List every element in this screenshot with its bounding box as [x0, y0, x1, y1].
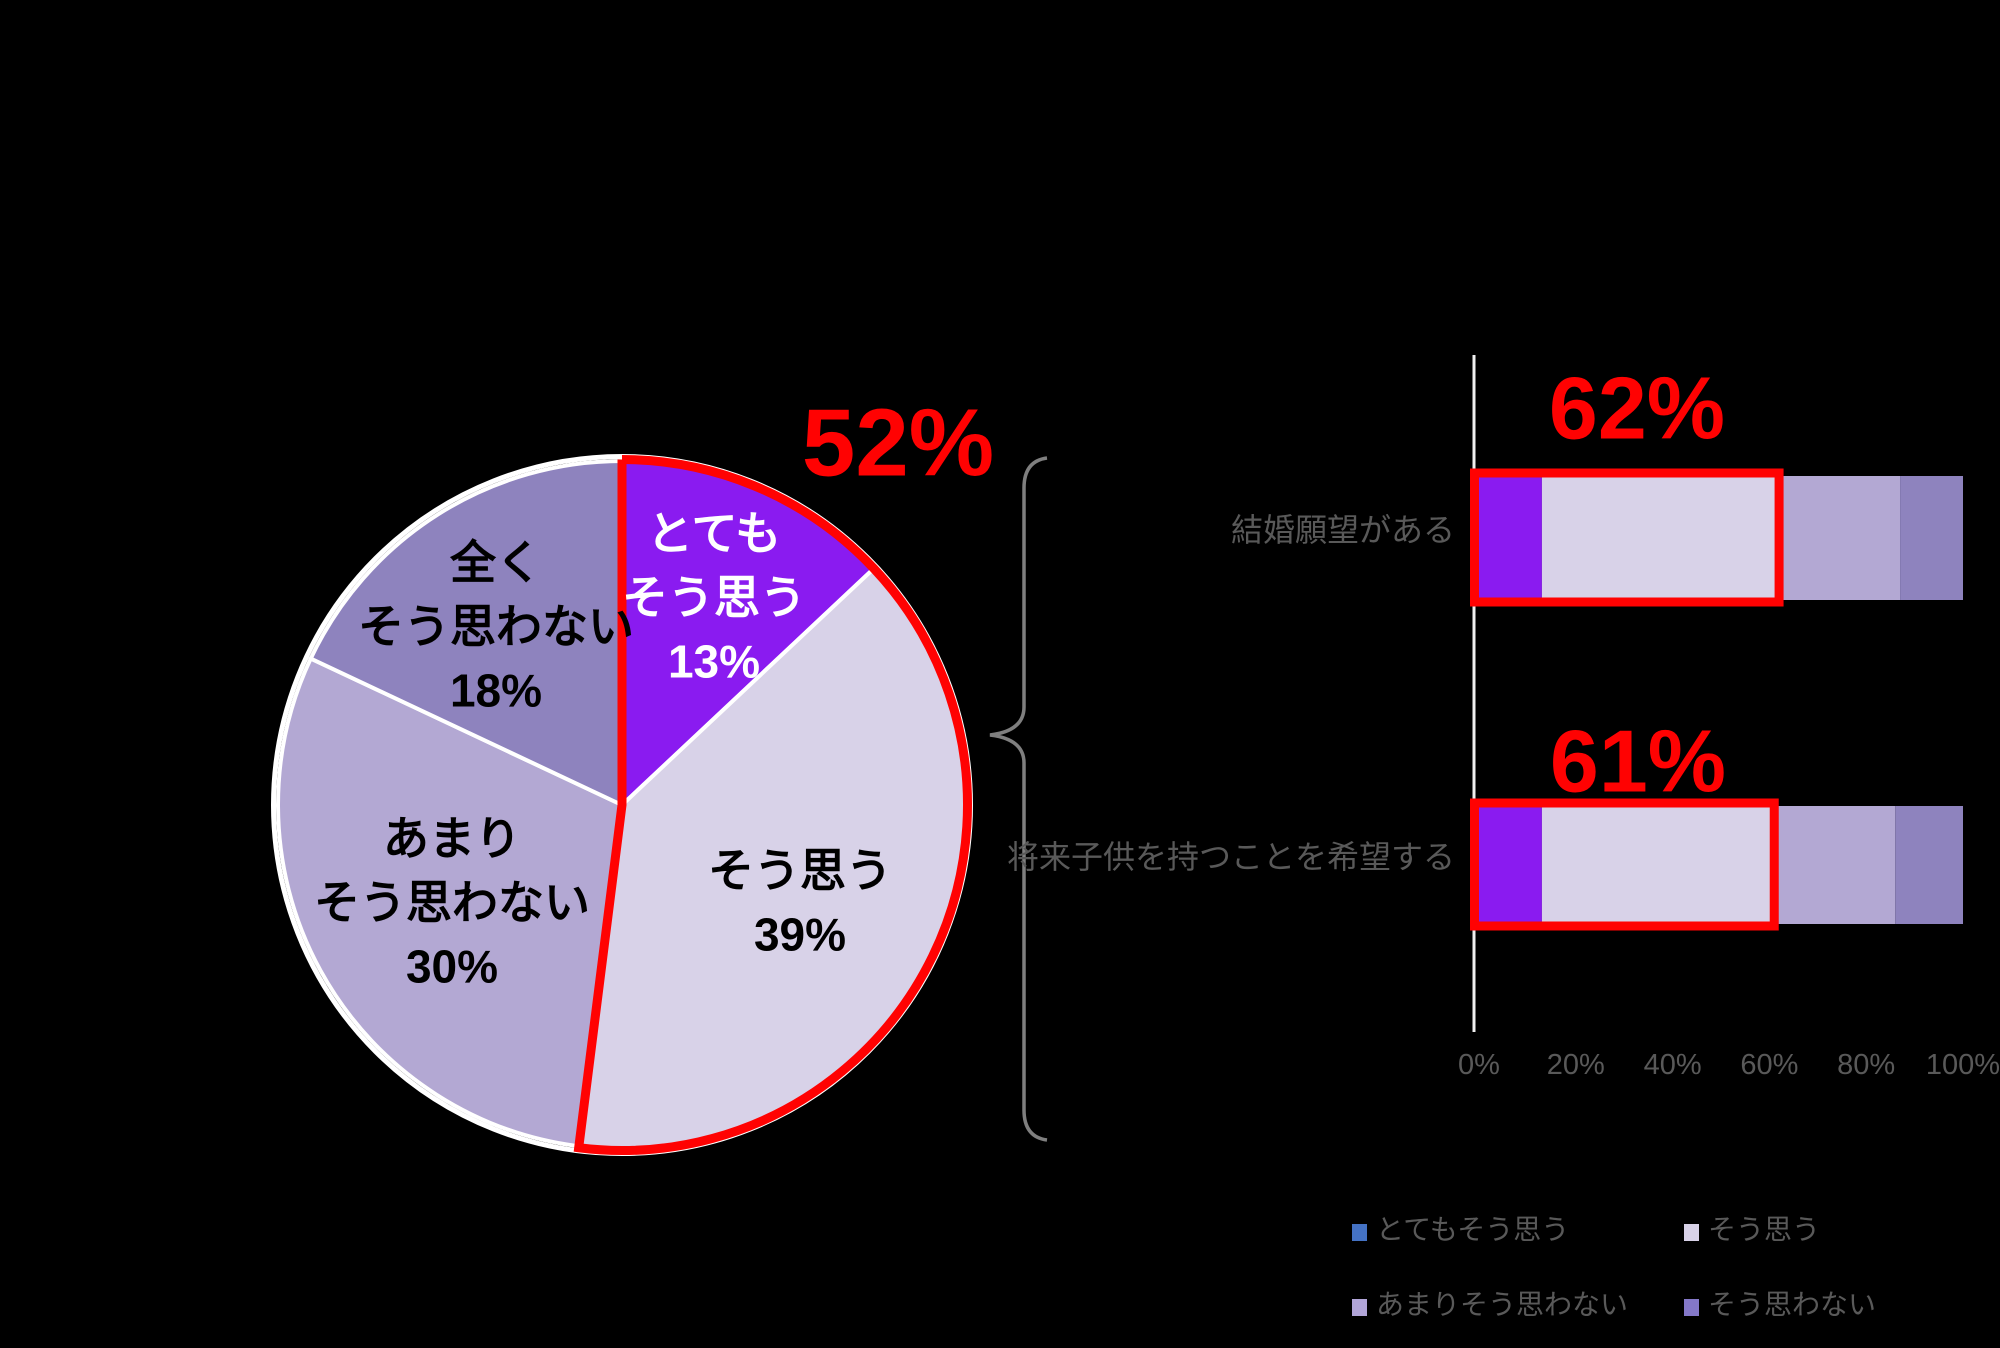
x-tick-label-5: 100%	[1926, 1049, 2000, 1081]
pie-slice-label-2: あまりそう思わない 30%	[314, 813, 590, 993]
pie-slice-label-line: 39%	[754, 909, 846, 961]
bar-category-label-1: 将来子供を持つことを希望する	[1007, 839, 1455, 875]
pie-slice-label-line: 30%	[406, 941, 498, 993]
x-tick-label-4: 80%	[1837, 1049, 1895, 1081]
legend-swatch-1	[1684, 1224, 1699, 1241]
bar-row-0: 62% 結婚願望がある	[1231, 359, 1963, 607]
pie-slice-label-line: あまり	[383, 813, 521, 865]
pie-slice-label-line: 全く	[449, 537, 542, 589]
pie-slice-3	[308, 459, 624, 807]
bar-segment-0-0	[1479, 476, 1542, 600]
legend-swatch-3	[1684, 1299, 1699, 1316]
legend-label-1: そう思う	[1708, 1214, 1820, 1245]
pie-slice-2	[276, 656, 624, 1149]
bar-segment-1-0	[1479, 806, 1542, 924]
pie-slice-label-line: 18%	[450, 665, 542, 717]
x-tick-label-3: 60%	[1740, 1049, 1798, 1081]
legend-item-3: そう思わない	[1684, 1289, 1876, 1320]
bar-row-1: 61% 将来子供を持つことを希望する	[1007, 712, 1963, 931]
legend-item-0: とてもそう思う	[1352, 1214, 1569, 1245]
bar-segment-0-3	[1900, 476, 1963, 600]
pie-slice-label-line: そう思う	[622, 572, 806, 624]
pie-slice-label-line: 13%	[668, 636, 760, 688]
bar-segment-1-3	[1895, 806, 1963, 924]
bar-segment-0-1	[1541, 476, 1780, 600]
x-tick-label-0: 0%	[1458, 1049, 1500, 1081]
pie-highlight-percent: 52%	[802, 390, 994, 497]
bar-category-label-0: 結婚願望がある	[1231, 512, 1455, 548]
legend-swatch-0	[1352, 1224, 1367, 1241]
legend-label-0: とてもそう思う	[1376, 1214, 1569, 1245]
bar-highlight-box-1	[1470, 798, 1779, 931]
x-tick-label-1: 20%	[1547, 1049, 1605, 1081]
bar-annotation-1: 61%	[1550, 712, 1726, 811]
x-tick-label-2: 40%	[1644, 1049, 1702, 1081]
pie-slice-label-1: そう思う 39%	[708, 845, 892, 961]
stacked-bar-chart: 62% 結婚願望がある 61% 将来子供を持つことを希望する 0% 20% 40% 60% 80…	[1007, 355, 2000, 1081]
bar-segment-0-2	[1779, 476, 1901, 600]
bar-highlight-box-0	[1470, 468, 1784, 607]
pie-slice-label-0: とてもそう思う 13%	[622, 508, 806, 688]
pie-slice-label-line: とても	[647, 508, 781, 560]
bar-annotation-0: 62%	[1549, 359, 1725, 458]
legend-label-2: あまりそう思わない	[1376, 1289, 1628, 1320]
legend-item-1: そう思う	[1684, 1214, 1820, 1245]
pie-slice-label-line: そう思う	[708, 845, 892, 897]
pie-chart: とてもそう思う13%そう思う39%あまりそう思わない30%全くそう思わない18%…	[271, 390, 994, 1156]
legend-label-3: そう思わない	[1708, 1289, 1876, 1320]
legend-item-2: あまりそう思わない	[1352, 1289, 1628, 1320]
pie-slice-label-line: そう思わない	[314, 877, 590, 929]
pie-highlight-outline	[573, 455, 972, 1155]
grouping-brace	[989, 456, 1048, 1142]
bar-segment-1-1	[1541, 806, 1775, 924]
pie-slice-label-line: そう思わない	[358, 601, 634, 653]
bar-segment-1-2	[1774, 806, 1896, 924]
legend-swatch-2	[1352, 1299, 1367, 1316]
